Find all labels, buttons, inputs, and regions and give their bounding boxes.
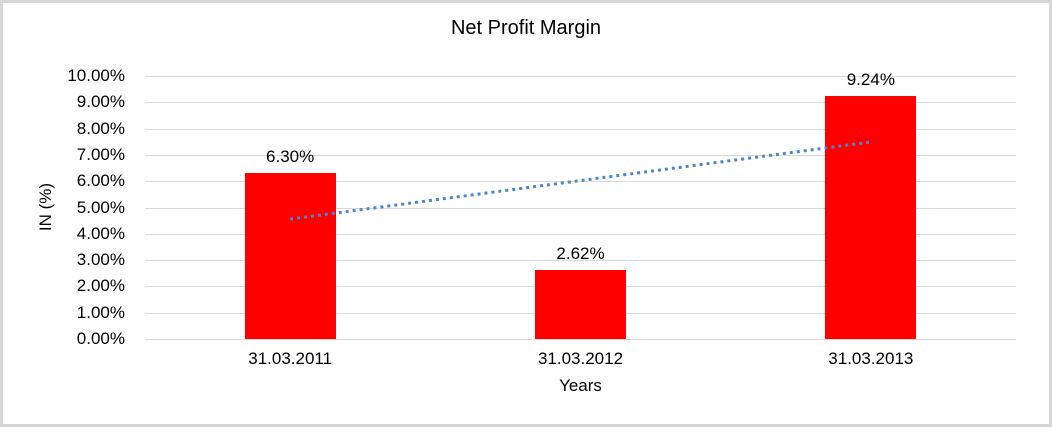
- gridline: [145, 128, 1016, 130]
- x-axis-title: Years: [559, 376, 602, 395]
- data-label: 2.62%: [556, 244, 605, 264]
- bar: [244, 173, 336, 339]
- x-tick-label: 31.03.2012: [537, 349, 624, 368]
- bar: [825, 96, 917, 339]
- y-tick-label: 4.00%: [76, 223, 125, 243]
- y-tick-label: 8.00%: [76, 118, 125, 138]
- y-tick-label: 10.00%: [67, 66, 125, 85]
- y-tick-label: 9.00%: [76, 92, 125, 112]
- y-tick-label: 5.00%: [76, 197, 125, 217]
- x-tick-label: 31.03.2011: [248, 349, 333, 368]
- gridline: [145, 154, 1016, 156]
- y-tick-label: 0.00%: [76, 329, 125, 348]
- y-tick-label: 7.00%: [76, 144, 125, 164]
- y-axis-title: IN (%): [36, 182, 55, 232]
- gridline: [145, 339, 1016, 340]
- gridline: [145, 181, 1016, 183]
- trendline: [289, 140, 872, 221]
- chart-title: Net Profit Margin: [450, 17, 602, 39]
- x-tick-label: 31.03.2013: [828, 349, 914, 368]
- y-tick-label: 2.00%: [76, 276, 125, 296]
- gridline: [145, 233, 1016, 235]
- gridline: [145, 260, 1016, 262]
- y-tick-label: 6.00%: [76, 171, 125, 191]
- bar: [535, 270, 626, 339]
- data-label: 6.30%: [266, 147, 315, 167]
- y-tick-label: 3.00%: [76, 250, 125, 270]
- gridline: [145, 102, 1016, 104]
- y-tick-label: 1.00%: [76, 302, 125, 322]
- gridline: [145, 76, 1016, 77]
- trendline-path: [289, 140, 872, 221]
- gridline: [145, 207, 1016, 209]
- data-label: 9.24%: [846, 69, 895, 89]
- plot-area: [145, 76, 1016, 340]
